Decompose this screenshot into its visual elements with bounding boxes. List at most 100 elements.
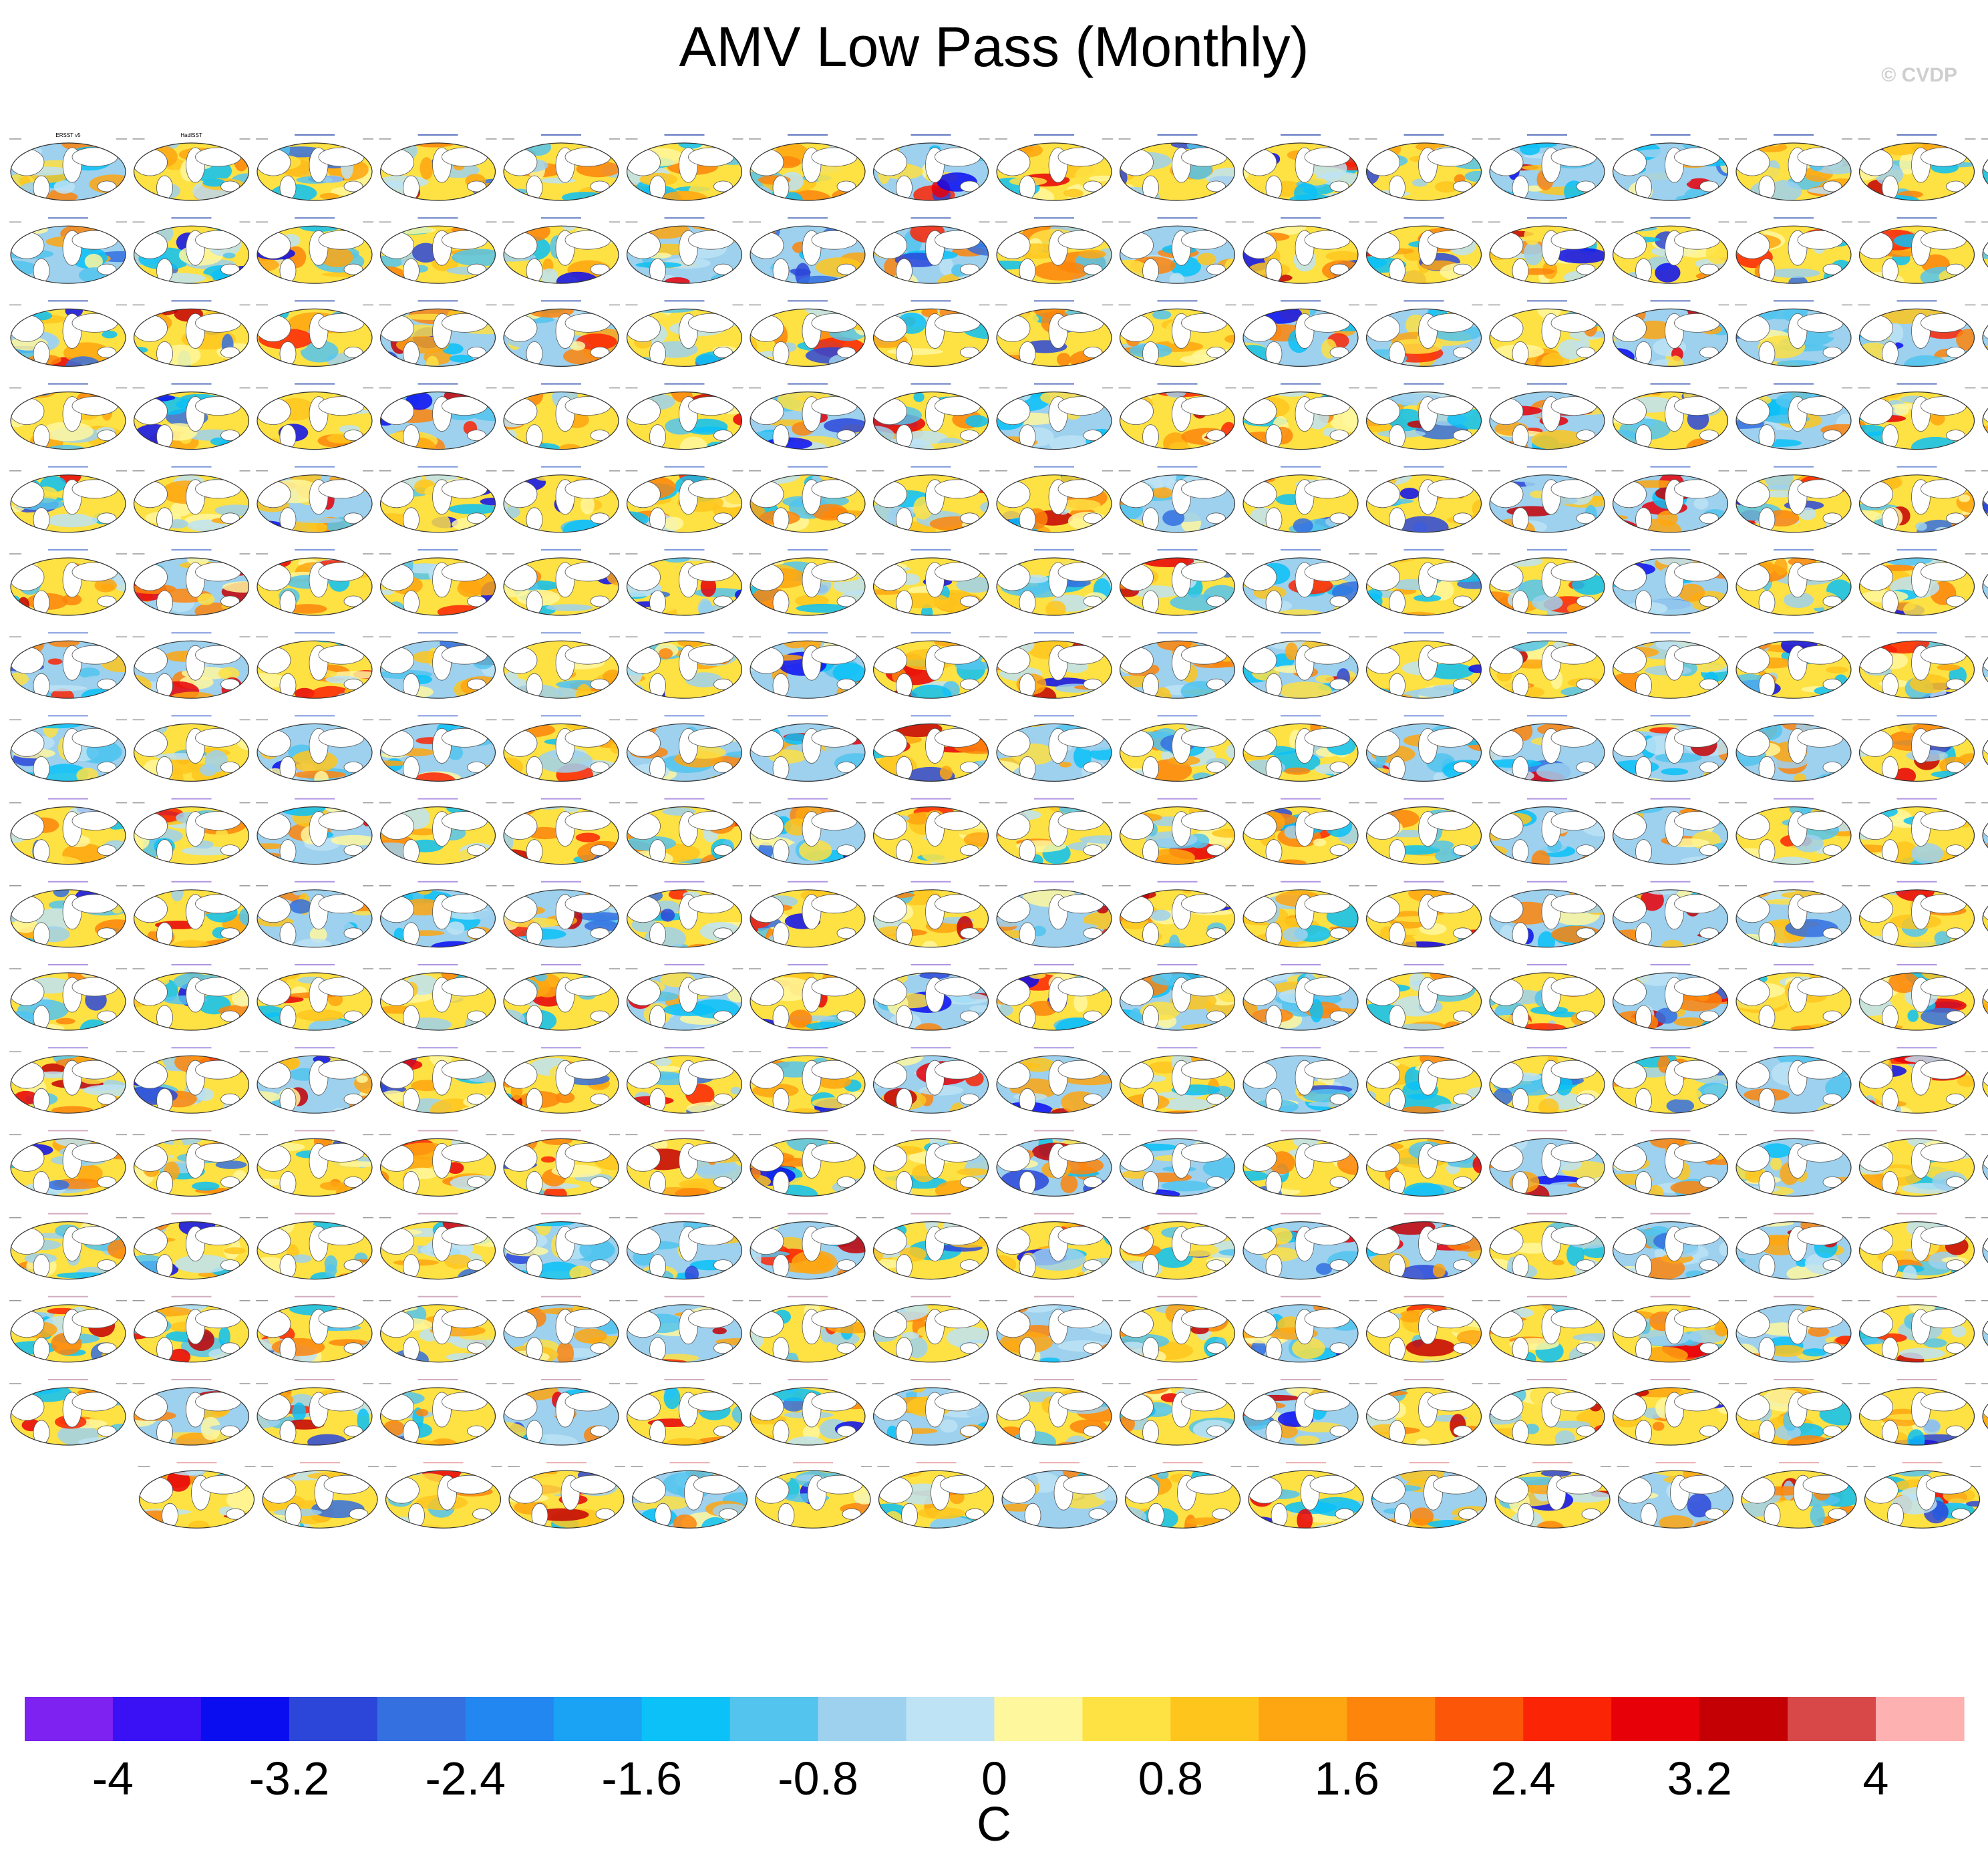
land-mass xyxy=(1674,313,1720,333)
land-mass xyxy=(1019,839,1036,864)
map-panel xyxy=(625,134,743,201)
land-mass xyxy=(649,341,666,366)
land-mass xyxy=(564,147,611,167)
map-panel xyxy=(1242,134,1359,201)
land-mass xyxy=(1882,756,1898,781)
land-mass xyxy=(811,147,858,167)
land-mass xyxy=(1389,424,1405,449)
land-mass xyxy=(935,562,981,582)
anomaly-patch xyxy=(971,523,989,532)
land-mass xyxy=(1243,148,1277,176)
land-mass xyxy=(1921,728,1967,748)
map-panel xyxy=(872,964,990,1031)
land-mass xyxy=(220,678,240,690)
anomaly-patch xyxy=(504,442,526,448)
anomaly-patch xyxy=(55,1018,75,1025)
land-mass xyxy=(1699,844,1719,856)
land-mass xyxy=(134,812,168,840)
land-mass xyxy=(97,1010,117,1022)
anomaly-patch xyxy=(1211,828,1235,838)
map-panel xyxy=(1118,881,1236,948)
map-panel xyxy=(1981,636,1988,693)
land-mass xyxy=(772,507,790,532)
map-panel xyxy=(1488,715,1606,782)
land-mass xyxy=(1613,148,1647,176)
land-mass xyxy=(97,595,117,607)
land-mass xyxy=(1057,645,1104,665)
land-mass xyxy=(1181,396,1227,416)
land-mass xyxy=(1019,756,1036,781)
map-panel xyxy=(1365,715,1483,782)
map-outline xyxy=(133,142,250,201)
land-mass xyxy=(811,479,858,499)
land-mass xyxy=(1304,894,1351,914)
anomaly-patch xyxy=(1294,183,1318,200)
map-panel xyxy=(1365,964,1483,1031)
land-mass xyxy=(156,175,173,200)
land-mass xyxy=(318,811,365,830)
land-mass xyxy=(1366,314,1400,342)
land-mass xyxy=(318,894,365,914)
map-outline xyxy=(1489,142,1605,201)
land-mass xyxy=(1019,507,1036,532)
anomaly-patch xyxy=(308,1018,353,1030)
land-mass xyxy=(811,313,858,333)
anomaly-patch xyxy=(575,832,601,842)
land-mass xyxy=(1946,762,1965,773)
anomaly-patch xyxy=(1768,268,1820,278)
land-mass xyxy=(1576,762,1596,773)
land-mass xyxy=(1550,811,1597,830)
map-panel xyxy=(379,549,497,616)
land-mass xyxy=(1613,812,1647,840)
land-mass xyxy=(1120,646,1154,674)
land-mass xyxy=(1265,756,1283,781)
land-mass xyxy=(1576,927,1596,939)
map-outline xyxy=(1735,308,1852,367)
land-mass xyxy=(1699,595,1719,607)
land-mass xyxy=(1329,927,1349,939)
anomaly-patch xyxy=(1220,474,1235,483)
land-mass xyxy=(836,927,856,939)
land-mass xyxy=(627,895,661,923)
land-mass xyxy=(713,347,733,358)
anomaly-patch xyxy=(1169,273,1184,284)
land-mass xyxy=(1822,844,1842,856)
anomaly-patch xyxy=(737,309,742,318)
anomaly-patch xyxy=(257,520,284,530)
anomaly-patch xyxy=(1680,856,1728,865)
land-mass xyxy=(590,678,610,690)
map-panel xyxy=(1242,300,1359,367)
anomaly-patch xyxy=(1033,261,1089,281)
land-mass xyxy=(811,230,858,250)
anomaly-patch xyxy=(1736,474,1760,486)
map-panel xyxy=(132,798,251,865)
map-panel xyxy=(1611,798,1729,865)
land-mass xyxy=(997,231,1031,259)
land-mass xyxy=(1120,895,1154,923)
anomaly-patch xyxy=(295,517,343,524)
land-mass xyxy=(1428,811,1474,830)
map-outline xyxy=(257,308,373,367)
anomaly-patch xyxy=(664,277,690,284)
anomaly-patch xyxy=(1366,641,1405,643)
land-mass xyxy=(1181,645,1227,665)
land-mass xyxy=(1019,424,1036,449)
land-mass xyxy=(195,230,241,250)
anomaly-patch xyxy=(1707,855,1728,865)
map-outline xyxy=(133,308,250,367)
anomaly-patch xyxy=(715,392,742,400)
anomaly-patch xyxy=(380,770,405,782)
land-mass xyxy=(750,730,784,757)
land-mass xyxy=(1576,180,1596,192)
land-mass xyxy=(1428,313,1474,333)
land-mass xyxy=(1389,258,1405,283)
map-panel xyxy=(1242,466,1359,533)
anomaly-patch xyxy=(1094,361,1112,367)
land-mass xyxy=(279,258,297,283)
land-mass xyxy=(811,811,858,830)
map-panel xyxy=(1242,632,1359,699)
anomaly-patch xyxy=(610,742,619,754)
land-mass xyxy=(564,894,611,914)
land-mass xyxy=(590,430,610,441)
land-mass xyxy=(1366,148,1400,176)
